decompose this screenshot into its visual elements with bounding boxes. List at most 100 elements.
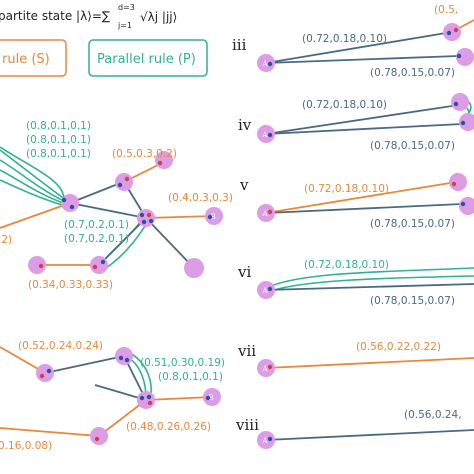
edge-label: (0.78,0.15,0.07) [370,295,455,307]
row-vii: vii A (0.56,0.22,0.22) [237,341,474,377]
node-b [203,388,221,406]
row-viii: viii A (0.56,0.24, [235,409,474,449]
blue-dot [267,61,273,67]
blue-edge [265,203,463,214]
node [451,93,469,111]
edge-label: (0.51,0.30,0.19) [140,357,225,369]
row-numeral: v [239,176,249,194]
node [184,258,204,278]
orange-edge [265,181,457,214]
node-a [257,204,275,222]
edge-label: (0.78,0.15,0.07) [370,218,455,230]
node [449,173,467,191]
blue-edge [98,217,147,266]
blue-dot [148,218,154,224]
orange-edge [0,202,71,229]
green-link [267,275,474,293]
node-b-letter: B [209,394,214,402]
blue-edge [145,217,193,267]
green-link [0,146,65,199]
red-dot [147,400,153,406]
red-dot [92,264,98,270]
red-dot [124,176,130,182]
edge-label: (0.8,0.1,0.1) [26,120,91,132]
node-a-letter: A [262,60,269,68]
edge-label: (0.48,0.26,0.26) [126,421,211,433]
orange-edge [98,399,147,437]
edge-label: (0.7,0.2,0.1) [64,233,129,245]
red-dot [39,373,45,379]
edge-label: (0.8,0.1,0.1) [26,148,91,160]
state-formula-tail: √λj |jj⟩ [140,10,177,24]
edge-label: (0.5,0.3,0.2) [112,148,177,160]
row-numeral: vii [237,342,256,360]
edge-label: (0.8,0.1,0.1) [26,134,91,146]
node-a-letter: A [262,210,269,218]
edge-label: (0.8,0.1,0.1) [158,371,223,383]
blue-dot [118,355,124,361]
blue-edge [265,55,459,64]
row-numeral: vi [237,263,251,281]
blue-dot [207,214,213,220]
node [459,197,474,215]
blue-dot [460,201,466,207]
node-a [257,359,275,377]
red-dot [267,209,273,215]
blue-dot [456,53,462,59]
state-formula: partite state |λ⟩=∑ [0,9,110,23]
edge-label: (0.52,0.24,0.24) [18,340,103,352]
blue-dot [61,197,67,203]
node-a [257,54,275,72]
blue-dot [453,101,459,107]
edge-label: (0.72,0.18,0.10) [304,259,389,271]
blue-edge [69,181,124,204]
edge-label: (0.78,0.15,0.07) [370,67,455,79]
row-vi: vi A (0.72,0.18,0.10) (0.78,0.15,0.07) [237,259,474,307]
node [137,391,155,409]
node [115,173,133,191]
node [36,364,54,382]
sum-upper-limit: d=3 [118,3,135,12]
orange-edge [0,427,100,437]
node [456,48,474,66]
red-dot [38,263,44,269]
blue-edge [265,105,453,135]
red-dot [453,27,459,33]
node-a-letter: A [262,287,269,295]
node-a [257,281,275,299]
right-column: iii A (0.5, (0.72,0.18,0.10) (0.78,0.15,… [232,4,474,449]
blue-dot [460,120,466,126]
blue-dot [100,259,106,265]
orange-edge [145,396,213,401]
green-link [0,159,67,203]
blue-dot [69,204,75,210]
blue-edge [265,31,453,64]
node [443,23,461,41]
edge-label: (0.72,0.18,0.10) [302,99,387,111]
row-numeral: iv [238,116,252,134]
node-a-letter: A [262,131,269,139]
edge-label: (0.56,0.22,0.22) [356,341,441,353]
blue-edge [265,123,463,135]
node [115,347,133,365]
green-link [0,169,67,205]
node-a [257,431,275,449]
node-b-letter: B [211,213,216,221]
blue-dot [139,395,145,401]
edge-label: (0.56,0.24, [404,409,462,421]
orange-edge [265,357,474,369]
edge-label: (0.72,0.18,0.10) [304,183,389,195]
green-link [0,179,67,207]
sum-lower-limit: j=1 [117,21,132,30]
row-iv: iv A (0.72,0.18,0.10) (0.78,0.15,0.07) [238,93,474,152]
green-link [0,149,67,201]
red-dot [157,160,163,166]
blue-edge [265,429,474,441]
row-v: v A (0.72,0.18,0.10) (0.78,0.15,0.07) [239,173,474,230]
left-top-network: B (0.8,0.1,0.1) (0.8,0.1,0.1) (0.8,0.1,0… [0,120,233,291]
edge-label: (0.34,0.33,0.33) [28,279,113,291]
blue-dot [139,212,145,218]
orange-edge [145,215,215,219]
row-numeral: iii [232,36,247,54]
